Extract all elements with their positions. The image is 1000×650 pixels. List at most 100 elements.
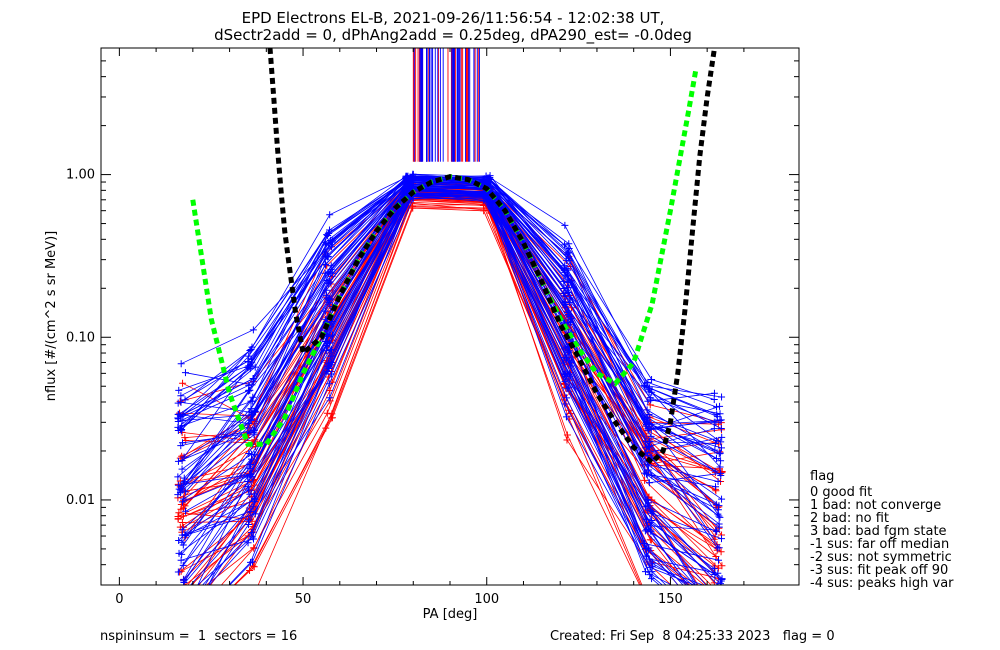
- blue-data-point: [712, 592, 719, 599]
- red-data-point: [646, 536, 654, 544]
- blue-data-point: [249, 326, 257, 334]
- red-data-point: [179, 379, 187, 387]
- blue-data-point: [711, 599, 718, 606]
- blue-data-point: [246, 365, 254, 373]
- blue-data-point: [711, 586, 718, 593]
- blue-data-point: [564, 369, 572, 377]
- blue-data-point: [644, 397, 652, 405]
- blue-data-point: [713, 403, 721, 411]
- blue-data-point: [641, 503, 649, 511]
- blue-profile-line: [178, 187, 716, 575]
- blue-profile-line: [181, 188, 719, 585]
- blue-data-point: [645, 410, 653, 418]
- blue-data-point: [244, 424, 252, 432]
- blue-data-point: [181, 369, 189, 377]
- blue-data-point: [404, 182, 412, 190]
- blue-data-point: [646, 563, 654, 571]
- blue-data-point: [564, 284, 572, 292]
- blue-data-point: [710, 396, 718, 404]
- blue-data-point: [711, 440, 719, 448]
- blue-data-point: [409, 170, 417, 178]
- blue-data-point: [645, 544, 653, 552]
- legend: flag 0 good fit 1 bad: not converge 2 ba…: [810, 469, 954, 591]
- blue-data-point: [245, 387, 253, 395]
- blue-data-point: [717, 424, 725, 432]
- legend-entry: -1 sus: far off median: [810, 537, 949, 552]
- blue-data-point: [716, 402, 724, 410]
- red-data-point: [248, 517, 256, 525]
- blue-data-point: [179, 498, 187, 506]
- blue-data-point: [483, 191, 491, 199]
- blue-data-point: [327, 370, 335, 378]
- blue-data-point: [250, 451, 258, 459]
- blue-data-point: [181, 609, 188, 616]
- blue-data-point: [182, 507, 190, 515]
- blue-data-point: [246, 428, 254, 436]
- legend-title: flag: [810, 469, 834, 484]
- blue-data-point: [178, 457, 186, 465]
- red-data-point: [181, 434, 189, 442]
- blue-data-point: [174, 414, 182, 422]
- blue-data-point: [177, 392, 185, 400]
- red-data-point: [710, 579, 718, 585]
- blue-profile-line: [208, 194, 663, 585]
- blue-data-point: [327, 262, 335, 270]
- blue-data-point: [717, 592, 724, 599]
- blue-data-point: [564, 272, 572, 280]
- blue-data-point: [715, 512, 723, 520]
- blue-data-point: [640, 540, 648, 548]
- blue-data-point: [716, 513, 724, 521]
- blue-data-point: [482, 173, 490, 181]
- blue-data-point: [175, 386, 183, 394]
- blue-data-point: [326, 394, 334, 402]
- blue-data-point: [178, 538, 186, 546]
- red-data-point: [178, 519, 186, 527]
- blue-data-point: [249, 503, 257, 511]
- blue-data-point: [717, 438, 725, 446]
- blue-data-point: [328, 359, 336, 367]
- blue-data-point: [565, 347, 573, 355]
- blue-data-point: [181, 396, 189, 404]
- legend-entry: -4 sus: peaks high var: [810, 576, 954, 591]
- blue-data-point: [566, 319, 574, 327]
- blue-data-point: [325, 230, 333, 238]
- blue-data-point: [648, 508, 656, 516]
- blue-data-point: [250, 535, 258, 543]
- blue-profile-line: [197, 188, 721, 585]
- blue-data-point: [178, 465, 186, 473]
- blue-data-point: [177, 556, 185, 564]
- blue-profile-line: [185, 175, 722, 398]
- blue-data-point: [715, 523, 723, 531]
- blue-data-point: [712, 500, 720, 508]
- blue-data-point: [561, 400, 569, 408]
- blue-data-point: [713, 411, 721, 419]
- fit-curves: [190, 48, 717, 466]
- blue-data-point: [646, 519, 654, 527]
- blue-data-point: [328, 346, 336, 354]
- blue-data-point: [565, 307, 573, 315]
- black-fit-curve: [267, 48, 717, 466]
- blue-data-point: [326, 211, 334, 219]
- blue-data-point: [718, 433, 726, 441]
- red-data-point: [175, 594, 182, 601]
- footer-right: Created: Fri Sep 8 04:25:33 2023 flag = …: [550, 629, 835, 644]
- red-data-point: [641, 476, 649, 484]
- red-profile-line: [257, 202, 641, 585]
- blue-data-point: [717, 600, 724, 607]
- blue-data-point: [711, 602, 718, 609]
- blue-profile-line: [177, 180, 720, 507]
- red-data-point: [174, 512, 182, 520]
- blue-data-point: [244, 483, 252, 491]
- axes: 0 50 100 150 0.01 0.10 1.00: [66, 47, 799, 607]
- blue-data-point: [487, 175, 495, 183]
- y-tick-label: 0.01: [66, 493, 95, 508]
- blue-data-point: [244, 539, 252, 547]
- blue-profile-line: [182, 189, 707, 585]
- blue-data-point: [247, 416, 255, 424]
- blue-data-point: [480, 178, 488, 186]
- blue-data-point: [641, 568, 649, 576]
- blue-profile-line: [184, 179, 720, 482]
- blue-data-point: [718, 393, 726, 401]
- blue-data-point: [174, 457, 182, 465]
- blue-data-point: [178, 592, 185, 599]
